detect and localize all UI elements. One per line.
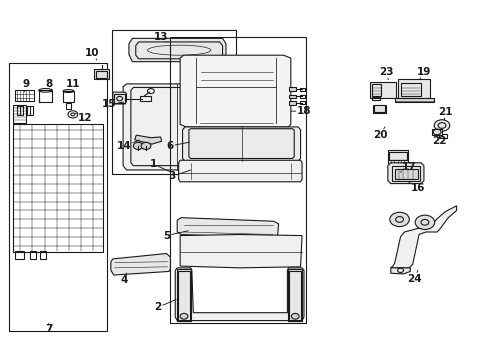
Bar [40, 251, 45, 259]
Bar [13, 105, 26, 123]
Bar [170, 37, 305, 323]
Bar [39, 90, 52, 102]
Text: 5: 5 [163, 231, 188, 240]
Bar [13, 125, 103, 252]
Bar [66, 103, 71, 109]
Polygon shape [135, 135, 161, 144]
Text: 7: 7 [45, 323, 52, 334]
Polygon shape [180, 55, 290, 127]
Bar [387, 150, 407, 160]
Polygon shape [180, 234, 302, 268]
Text: 17: 17 [400, 162, 415, 172]
Ellipse shape [187, 114, 219, 138]
Bar [288, 269, 302, 320]
Bar [140, 96, 151, 101]
Circle shape [141, 142, 151, 149]
Text: 1: 1 [149, 159, 169, 172]
Circle shape [180, 314, 187, 319]
Text: 20: 20 [372, 127, 386, 140]
Text: 15: 15 [102, 99, 123, 109]
Bar [300, 102, 305, 104]
Text: 13: 13 [153, 32, 167, 42]
Bar [438, 134, 447, 138]
Circle shape [414, 215, 434, 229]
Circle shape [289, 314, 297, 319]
Text: 11: 11 [65, 79, 80, 92]
Text: 6: 6 [166, 141, 189, 151]
Polygon shape [182, 127, 300, 161]
Bar [289, 271, 301, 320]
Text: 16: 16 [408, 182, 425, 193]
Polygon shape [123, 84, 232, 170]
Bar [63, 91, 74, 102]
Text: 18: 18 [290, 106, 311, 116]
Text: 19: 19 [416, 67, 430, 80]
Bar [17, 106, 23, 115]
Polygon shape [129, 39, 225, 62]
Bar [289, 95, 296, 98]
Bar [372, 105, 386, 113]
Circle shape [389, 212, 408, 226]
Polygon shape [111, 253, 170, 275]
Text: 10: 10 [85, 48, 100, 60]
Text: 23: 23 [378, 67, 392, 80]
Text: 22: 22 [431, 134, 446, 145]
Text: 21: 21 [437, 107, 452, 120]
Polygon shape [175, 268, 304, 320]
Text: 24: 24 [406, 270, 421, 284]
Polygon shape [387, 163, 423, 184]
Bar [371, 97, 379, 100]
Bar [394, 169, 417, 179]
Bar [391, 166, 419, 181]
Bar [94, 69, 109, 79]
Bar [289, 87, 296, 91]
Bar [397, 78, 429, 98]
Polygon shape [178, 160, 302, 182]
Bar [431, 129, 441, 135]
Bar [177, 269, 190, 320]
Bar [112, 30, 236, 174]
Text: 9: 9 [22, 79, 30, 92]
Bar [114, 94, 125, 103]
Bar [373, 105, 385, 112]
Bar [400, 83, 420, 96]
Text: 14: 14 [117, 140, 139, 151]
Text: 3: 3 [168, 170, 190, 181]
Circle shape [291, 314, 299, 319]
Circle shape [182, 314, 189, 319]
Polygon shape [177, 218, 278, 238]
Text: 8: 8 [46, 79, 53, 92]
Text: 2: 2 [154, 300, 176, 312]
Bar [178, 271, 189, 320]
Bar [15, 251, 24, 259]
Circle shape [133, 142, 143, 149]
Bar [30, 251, 36, 259]
Bar [289, 101, 296, 105]
Text: 4: 4 [120, 273, 127, 285]
Bar [15, 90, 34, 101]
Bar [300, 88, 305, 91]
Bar [371, 84, 380, 96]
Bar [369, 82, 395, 98]
Circle shape [433, 120, 449, 131]
Bar [388, 152, 406, 159]
Text: 12: 12 [75, 113, 92, 123]
Bar [9, 63, 107, 330]
Bar [96, 71, 107, 78]
Bar [300, 95, 305, 98]
Polygon shape [390, 206, 456, 268]
Bar [394, 98, 433, 102]
Polygon shape [390, 268, 409, 274]
Bar [27, 106, 33, 115]
Polygon shape [113, 92, 126, 104]
Bar [387, 160, 407, 163]
